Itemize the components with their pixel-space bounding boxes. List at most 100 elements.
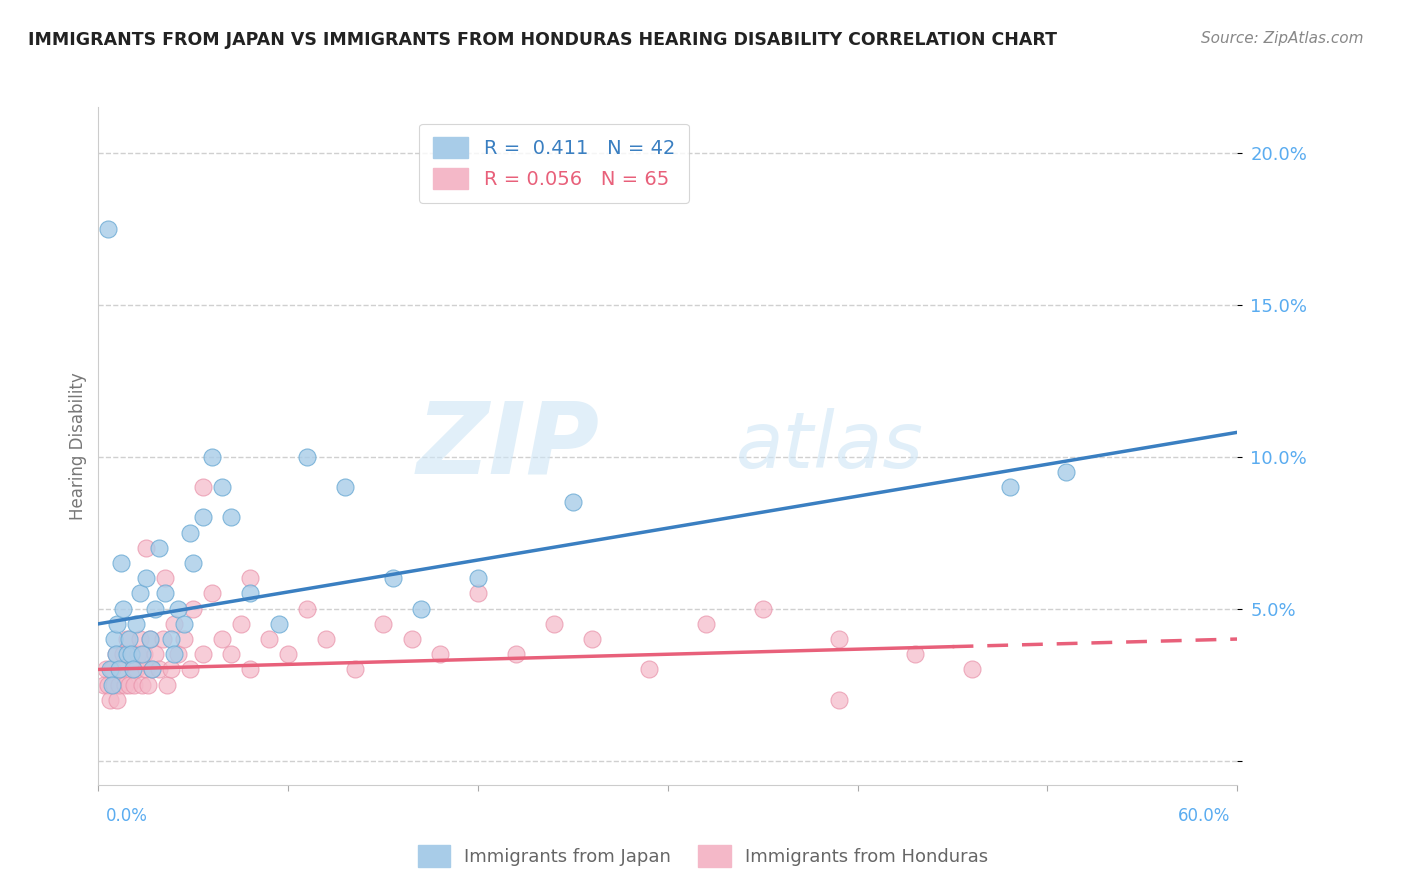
Point	[103, 678, 125, 692]
Point	[100, 678, 122, 692]
Point	[543, 616, 565, 631]
Point	[467, 586, 489, 600]
Point	[118, 632, 141, 646]
Point	[141, 662, 163, 676]
Point	[429, 647, 451, 661]
Point	[179, 525, 201, 540]
Text: 0.0%: 0.0%	[105, 807, 148, 825]
Text: IMMIGRANTS FROM JAPAN VS IMMIGRANTS FROM HONDURAS HEARING DISABILITY CORRELATION: IMMIGRANTS FROM JAPAN VS IMMIGRANTS FROM…	[28, 31, 1057, 49]
Point	[93, 678, 115, 692]
Point	[1056, 465, 1078, 479]
Point	[110, 662, 132, 676]
Point	[343, 662, 366, 676]
Point	[114, 678, 136, 692]
Point	[97, 678, 120, 692]
Point	[201, 586, 224, 600]
Point	[107, 616, 129, 631]
Point	[401, 632, 423, 646]
Point	[267, 616, 290, 631]
Point	[173, 616, 195, 631]
Point	[505, 647, 527, 661]
Point	[110, 556, 132, 570]
Point	[183, 556, 205, 570]
Legend: R =  0.411   N = 42, R = 0.056   N = 65: R = 0.411 N = 42, R = 0.056 N = 65	[419, 123, 689, 202]
Point	[183, 601, 205, 615]
Point	[159, 662, 181, 676]
Point	[153, 571, 176, 585]
Point	[191, 480, 214, 494]
Point	[120, 647, 142, 661]
Point	[152, 632, 174, 646]
Point	[211, 632, 233, 646]
Point	[191, 647, 214, 661]
Point	[221, 647, 243, 661]
Legend: Immigrants from Japan, Immigrants from Honduras: Immigrants from Japan, Immigrants from H…	[411, 838, 995, 874]
Point	[120, 647, 142, 661]
Point	[904, 647, 927, 661]
Point	[297, 450, 319, 464]
Point	[163, 647, 186, 661]
Point	[167, 647, 190, 661]
Point	[148, 662, 170, 676]
Point	[129, 632, 152, 646]
Point	[135, 541, 157, 555]
Point	[191, 510, 214, 524]
Point	[167, 601, 190, 615]
Point	[411, 601, 433, 615]
Point	[98, 693, 121, 707]
Point	[145, 601, 167, 615]
Point	[98, 662, 121, 676]
Point	[148, 541, 170, 555]
Point	[221, 510, 243, 524]
Point	[94, 662, 117, 676]
Point	[141, 662, 163, 676]
Point	[100, 662, 122, 676]
Point	[138, 632, 160, 646]
Text: 60.0%: 60.0%	[1178, 807, 1230, 825]
Point	[121, 662, 143, 676]
Point	[103, 632, 125, 646]
Point	[467, 571, 489, 585]
Point	[201, 450, 224, 464]
Point	[562, 495, 585, 509]
Point	[129, 586, 152, 600]
Point	[159, 632, 181, 646]
Point	[695, 616, 717, 631]
Point	[115, 647, 138, 661]
Point	[581, 632, 603, 646]
Point	[277, 647, 299, 661]
Point	[998, 480, 1021, 494]
Point	[371, 616, 394, 631]
Point	[297, 601, 319, 615]
Point	[315, 632, 337, 646]
Point	[112, 601, 135, 615]
Point	[97, 221, 120, 235]
Point	[239, 662, 262, 676]
Point	[121, 662, 143, 676]
Point	[104, 647, 127, 661]
Point	[135, 662, 157, 676]
Point	[107, 693, 129, 707]
Point	[179, 662, 201, 676]
Point	[381, 571, 404, 585]
Point	[173, 632, 195, 646]
Y-axis label: Hearing Disability: Hearing Disability	[69, 372, 87, 520]
Point	[156, 678, 179, 692]
Text: Source: ZipAtlas.com: Source: ZipAtlas.com	[1201, 31, 1364, 46]
Point	[104, 647, 127, 661]
Text: ZIP: ZIP	[416, 398, 599, 494]
Point	[153, 586, 176, 600]
Point	[828, 632, 851, 646]
Point	[239, 571, 262, 585]
Point	[108, 678, 131, 692]
Point	[138, 632, 160, 646]
Point	[131, 647, 153, 661]
Point	[145, 647, 167, 661]
Point	[638, 662, 661, 676]
Point	[239, 586, 262, 600]
Point	[132, 647, 155, 661]
Point	[124, 678, 146, 692]
Point	[131, 678, 153, 692]
Text: atlas: atlas	[737, 408, 924, 484]
Point	[108, 662, 131, 676]
